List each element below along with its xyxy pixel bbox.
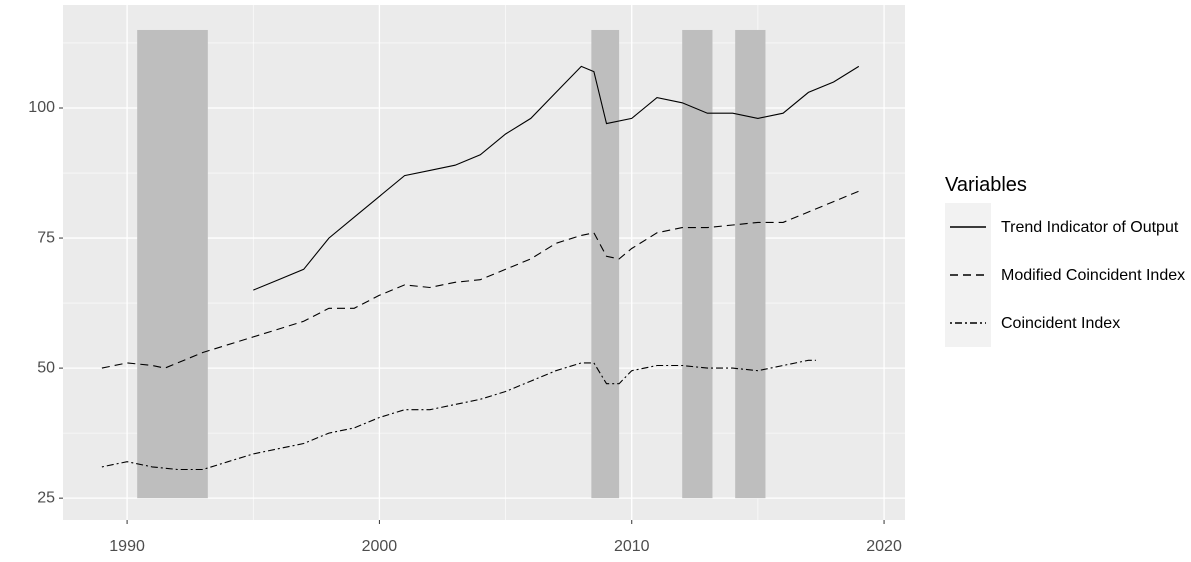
x-tick-label: 2000	[362, 538, 398, 555]
legend-key	[945, 299, 991, 347]
y-tick-label: 100	[28, 99, 55, 116]
legend: Variables Trend Indicator of Output Modif…	[945, 174, 1186, 347]
legend-title: Variables	[945, 174, 1027, 196]
legend-label: Modified Coincident Index	[1001, 266, 1186, 284]
x-tick-label: 2010	[614, 538, 650, 555]
x-tick-label: 2020	[866, 538, 902, 555]
legend-swatch	[950, 226, 986, 228]
legend-item: Trend Indicator of Output	[945, 203, 1186, 251]
legend-key	[945, 203, 991, 251]
shaded-period	[735, 29, 766, 499]
legend-item: Coincident Index	[945, 299, 1186, 347]
shaded-period	[591, 29, 620, 499]
series-line	[101, 359, 816, 471]
shaded-period	[137, 29, 208, 499]
series-line	[253, 65, 860, 291]
legend-swatch	[950, 322, 986, 324]
legend-key	[945, 251, 991, 299]
y-tick-label: 50	[37, 359, 55, 376]
x-tick-label: 1990	[109, 538, 145, 555]
shaded-period	[682, 29, 713, 499]
y-tick-label: 25	[37, 489, 55, 506]
legend-swatch	[950, 274, 986, 276]
y-tick-label: 75	[37, 229, 55, 246]
legend-label: Trend Indicator of Output	[1001, 218, 1179, 236]
legend-label: Coincident Index	[1001, 314, 1121, 332]
legend-item: Modified Coincident Index	[945, 251, 1186, 299]
series-line	[101, 190, 860, 369]
